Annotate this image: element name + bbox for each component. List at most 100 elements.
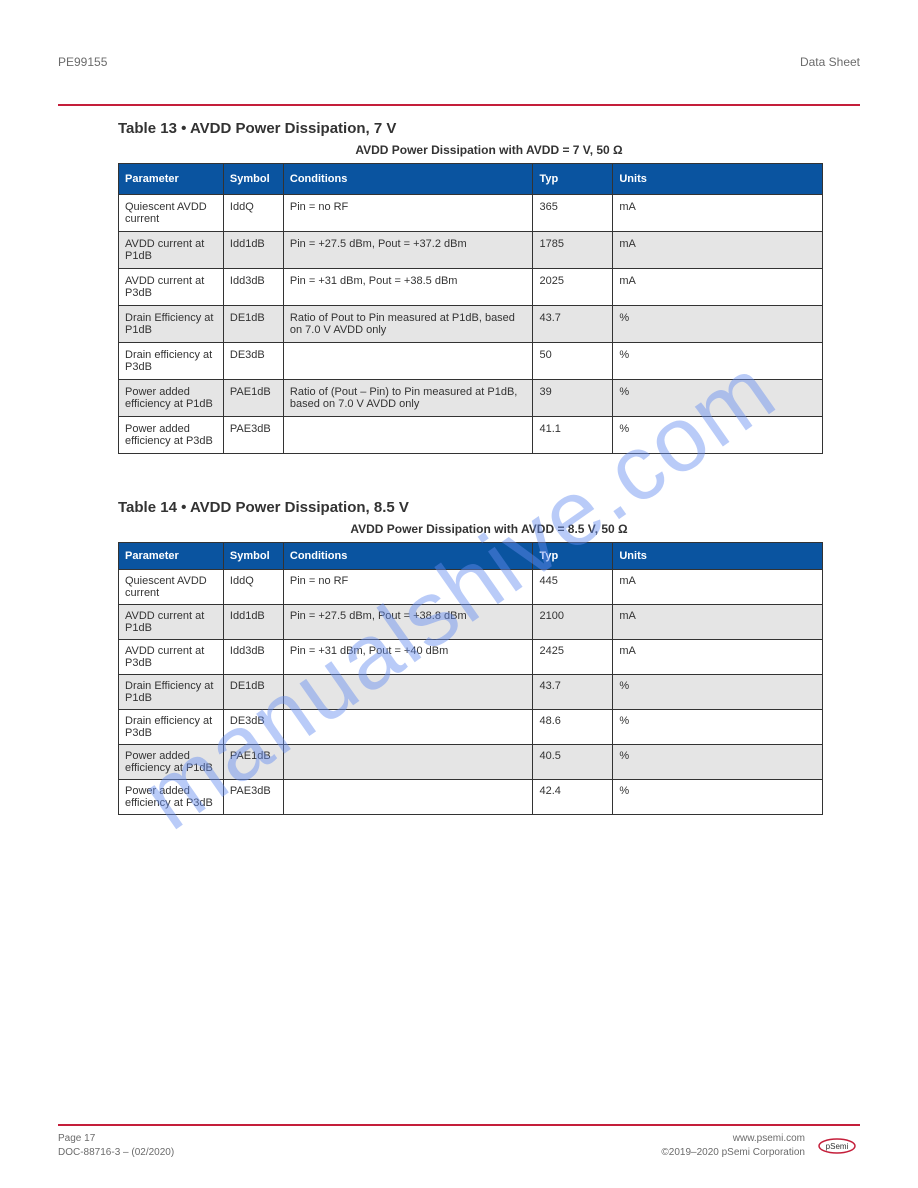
- table-cell: Quiescent AVDD current: [119, 195, 224, 232]
- table-cell: [283, 343, 533, 380]
- table-row: Drain efficiency at P3dBDE3dB48.6%: [119, 710, 823, 745]
- table-cell: [283, 745, 533, 780]
- table-header-cell: Units: [613, 543, 823, 570]
- table-row: Drain Efficiency at P1dBDE1dB 43.7%: [119, 675, 823, 710]
- table-cell: 365: [533, 195, 613, 232]
- table-cell: IddQ: [223, 195, 283, 232]
- table-header-cell: Typ: [533, 164, 613, 195]
- table-cell: %: [613, 780, 823, 815]
- table-1-caption: AVDD Power Dissipation with AVDD = 7 V, …: [118, 143, 860, 157]
- table-cell: Ratio of Pout to Pin measured at P1dB, b…: [283, 306, 533, 343]
- table-cell: Pin = +27.5 dBm, Pout = +38.8 dBm: [283, 605, 533, 640]
- table-cell: %: [613, 417, 823, 454]
- table-cell: DE3dB: [223, 343, 283, 380]
- header-right: Data Sheet: [800, 55, 860, 69]
- footer-doc: DOC-88716-3 – (02/2020): [58, 1146, 174, 1160]
- table-header-cell: Units: [613, 164, 823, 195]
- section-2-title: Table 14 • AVDD Power Dissipation, 8.5 V: [118, 499, 860, 516]
- footer-left: Page 17 DOC-88716-3 – (02/2020): [58, 1132, 174, 1160]
- section-1-title: Table 13 • AVDD Power Dissipation, 7 V: [118, 120, 860, 137]
- table-cell: 43.7: [533, 306, 613, 343]
- table-cell: Power added efficiency at P1dB: [119, 380, 224, 417]
- table-cell: %: [613, 343, 823, 380]
- table-cell: %: [613, 306, 823, 343]
- table-cell: mA: [613, 269, 823, 306]
- section-1: Table 13 • AVDD Power Dissipation, 7 V A…: [118, 120, 860, 454]
- table-cell: AVDD current at P1dB: [119, 232, 224, 269]
- header-left: PE99155: [58, 55, 107, 69]
- table-cell: Drain efficiency at P3dB: [119, 343, 224, 380]
- footer-page: Page 17: [58, 1132, 174, 1146]
- table-row: Drain Efficiency at P1dBDE1dBRatio of Po…: [119, 306, 823, 343]
- table-cell: %: [613, 745, 823, 780]
- table-cell: 43.7: [533, 675, 613, 710]
- table-cell: mA: [613, 232, 823, 269]
- table-cell: 41.1: [533, 417, 613, 454]
- table-row: Power added efficiency at P3dBPAE3dB41.1…: [119, 417, 823, 454]
- table-cell: 50: [533, 343, 613, 380]
- svg-text:pSemi: pSemi: [826, 1142, 849, 1151]
- table-2-caption: AVDD Power Dissipation with AVDD = 8.5 V…: [118, 522, 860, 536]
- table-header-cell: Conditions: [283, 164, 533, 195]
- table-cell: [283, 780, 533, 815]
- table-cell: PAE3dB: [223, 780, 283, 815]
- table-cell: 2025: [533, 269, 613, 306]
- footer-company: ©2019–2020 pSemi Corporation: [661, 1146, 805, 1160]
- table-header-cell: Symbol: [223, 164, 283, 195]
- table-cell: DE1dB: [223, 306, 283, 343]
- table-header-cell: Typ: [533, 543, 613, 570]
- table-cell: mA: [613, 195, 823, 232]
- section-2: Table 14 • AVDD Power Dissipation, 8.5 V…: [118, 499, 860, 815]
- footer-text: www.psemi.com ©2019–2020 pSemi Corporati…: [661, 1132, 805, 1160]
- table-cell: Pin = no RF: [283, 570, 533, 605]
- table-row: Power added efficiency at P3dBPAE3dB42.4…: [119, 780, 823, 815]
- table-cell: mA: [613, 605, 823, 640]
- table-cell: Quiescent AVDD current: [119, 570, 224, 605]
- bottom-divider: [58, 1124, 860, 1126]
- psemi-logo-icon: pSemi: [815, 1137, 860, 1155]
- top-divider: [58, 104, 860, 106]
- table-cell: PAE3dB: [223, 417, 283, 454]
- table-row: AVDD current at P3dBIdd3dBPin = +31 dBm,…: [119, 269, 823, 306]
- table-cell: Drain Efficiency at P1dB: [119, 306, 224, 343]
- table-cell: Drain efficiency at P3dB: [119, 710, 224, 745]
- table-cell: 445: [533, 570, 613, 605]
- table-cell: Pin = no RF: [283, 195, 533, 232]
- table-row: AVDD current at P1dBIdd1dBPin = +27.5 dB…: [119, 605, 823, 640]
- table-row: Power added efficiency at P1dBPAE1dB 40.5…: [119, 745, 823, 780]
- table-header-cell: Conditions: [283, 543, 533, 570]
- table-cell: PAE1dB: [223, 380, 283, 417]
- table-cell: [283, 417, 533, 454]
- table-cell: DE1dB: [223, 675, 283, 710]
- table-cell: Drain Efficiency at P1dB: [119, 675, 224, 710]
- table-1: ParameterSymbolConditionsTypUnits Quiesc…: [118, 163, 823, 454]
- footer-site: www.psemi.com: [661, 1132, 805, 1146]
- table-cell: [283, 675, 533, 710]
- table-cell: IddQ: [223, 570, 283, 605]
- table-row: Power added efficiency at P1dBPAE1dBRati…: [119, 380, 823, 417]
- table-1-header-row: ParameterSymbolConditionsTypUnits: [119, 164, 823, 195]
- table-cell: Power added efficiency at P1dB: [119, 745, 224, 780]
- table-cell: DE3dB: [223, 710, 283, 745]
- table-cell: mA: [613, 640, 823, 675]
- page-footer: Page 17 DOC-88716-3 – (02/2020) www.psem…: [58, 1132, 860, 1160]
- table-cell: Idd1dB: [223, 232, 283, 269]
- table-cell: AVDD current at P3dB: [119, 640, 224, 675]
- table-header-cell: Parameter: [119, 164, 224, 195]
- table-cell: Power added efficiency at P3dB: [119, 780, 224, 815]
- table-cell: 2100: [533, 605, 613, 640]
- table-row: Quiescent AVDD currentIddQPin = no RF365…: [119, 195, 823, 232]
- table-row: AVDD current at P1dBIdd1dBPin = +27.5 dB…: [119, 232, 823, 269]
- table-cell: %: [613, 675, 823, 710]
- table-row: Drain efficiency at P3dBDE3dB 50%: [119, 343, 823, 380]
- table-cell: %: [613, 710, 823, 745]
- table-cell: Ratio of (Pout – Pin) to Pin measured at…: [283, 380, 533, 417]
- table-cell: 40.5: [533, 745, 613, 780]
- table-cell: AVDD current at P1dB: [119, 605, 224, 640]
- footer-right: www.psemi.com ©2019–2020 pSemi Corporati…: [661, 1132, 860, 1160]
- table-cell: PAE1dB: [223, 745, 283, 780]
- table-row: Quiescent AVDD currentIddQPin = no RF445…: [119, 570, 823, 605]
- table-row: AVDD current at P3dBIdd3dBPin = +31 dBm,…: [119, 640, 823, 675]
- table-cell: AVDD current at P3dB: [119, 269, 224, 306]
- table-cell: Idd3dB: [223, 269, 283, 306]
